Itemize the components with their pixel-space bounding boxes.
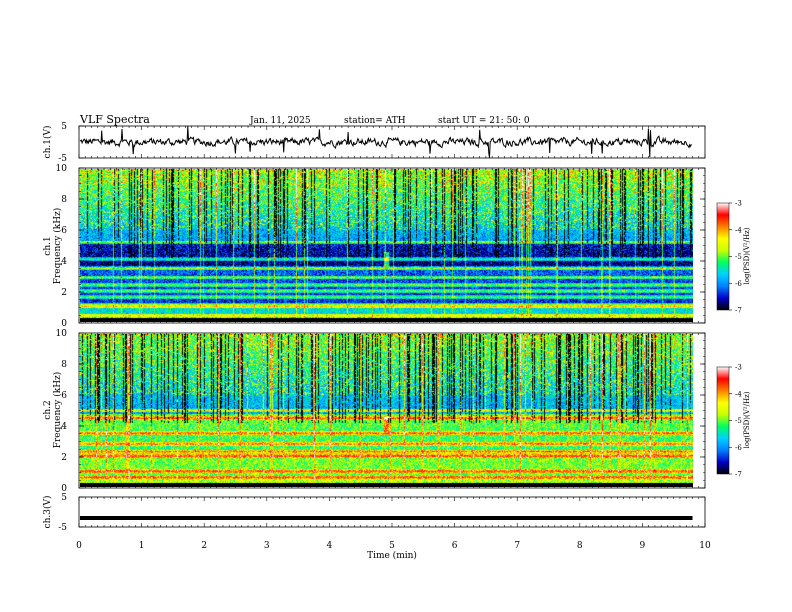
x-tick-label: 1 (139, 541, 145, 551)
ch1-colorbar-tick-label: -7 (735, 307, 742, 315)
header-date: Jan. 11, 2025 (249, 116, 311, 126)
x-tick-label: 8 (577, 541, 583, 551)
ch2-spectrogram-ylabel-line1: ch.2 (43, 400, 53, 419)
ch2-spectrogram-ytick-label: 10 (56, 329, 68, 339)
header-station: station= ATH (344, 116, 406, 126)
header-start-time: start UT = 21: 50: 0 (438, 116, 530, 126)
ch1-spectrogram-ytick-label: 2 (61, 288, 67, 298)
ch2-colorbar-tick-label: -6 (735, 444, 742, 452)
ch2-spectrogram-ytick-label: 6 (61, 391, 67, 401)
x-axis-label: Time (min) (367, 550, 417, 561)
x-tick-label: 5 (389, 541, 395, 551)
x-tick-label: 6 (452, 541, 458, 551)
ch1-spectrogram-image (80, 169, 693, 322)
ch1-waveform-trace (80, 126, 692, 158)
x-tick-label: 0 (76, 541, 82, 551)
ch3-waveform-ytick-label: -5 (58, 523, 67, 533)
x-tick-label: 3 (264, 541, 270, 551)
ch3-waveform-ytick-label: 5 (61, 493, 67, 503)
x-tick-label: 10 (699, 541, 711, 551)
ch1-colorbar (717, 203, 729, 310)
figure-svg: VLF Spectra Jan. 11, 2025 station= ATH s… (0, 0, 792, 612)
ch2-colorbar-tick-label: -7 (735, 471, 742, 479)
ch1-spectrogram-ytick-label: 0 (61, 319, 67, 329)
ch1-waveform-ytick-label: -5 (58, 154, 67, 164)
ch1-spectrogram-ytick-label: 6 (61, 226, 67, 236)
ch1-colorbar-tick-label: -6 (735, 280, 742, 288)
x-tick-label: 7 (514, 541, 520, 551)
ch3-waveform-ylabel: ch.3(V) (42, 496, 53, 529)
ch1-colorbar-tick-label: -5 (735, 253, 742, 261)
ch3-waveform-frame (79, 497, 705, 527)
ch2-spectrogram-ytick-label: 8 (61, 360, 67, 370)
ch1-spectrogram-ytick-label: 10 (56, 164, 68, 174)
ch1-waveform-frame (79, 126, 705, 158)
ch1-colorbar-label: log(PSD)(V²/Hz) (743, 227, 751, 284)
figure-title: VLF Spectra (79, 113, 150, 126)
ch1-spectrogram-ytick-label: 8 (61, 195, 67, 205)
ch2-colorbar-tick-label: -5 (735, 417, 742, 425)
ch2-spectrogram-image (80, 334, 693, 487)
ch2-colorbar-tick-label: -4 (735, 390, 742, 398)
ch1-waveform-ytick-label: 5 (61, 122, 67, 132)
ch1-waveform-ylabel: ch.1(V) (42, 126, 53, 159)
ch3-waveform-trace (80, 516, 693, 520)
ch2-colorbar-tick-label: -3 (735, 364, 742, 372)
ch1-spectrogram-ytick-label: 4 (61, 257, 67, 267)
ch2-spectrogram-ytick-label: 4 (61, 422, 67, 432)
x-tick-label: 4 (327, 541, 333, 551)
ch1-spectrogram-ylabel-line2: Frequency (kHz) (52, 208, 63, 285)
ch2-spectrogram-ylabel-line2: Frequency (kHz) (52, 372, 63, 449)
vlf-figure: VLF Spectra Jan. 11, 2025 station= ATH s… (0, 0, 792, 612)
ch2-colorbar (717, 367, 729, 474)
ch1-spectrogram-ylabel-line1: ch.1 (43, 236, 53, 255)
ch1-colorbar-tick-label: -4 (735, 226, 742, 234)
x-tick-label: 9 (640, 541, 646, 551)
ch2-colorbar-label: log(PSD)(V²/Hz) (743, 391, 751, 448)
x-tick-label: 2 (201, 541, 207, 551)
ch2-spectrogram-ytick-label: 2 (61, 453, 67, 463)
ch1-colorbar-tick-label: -3 (735, 200, 742, 208)
